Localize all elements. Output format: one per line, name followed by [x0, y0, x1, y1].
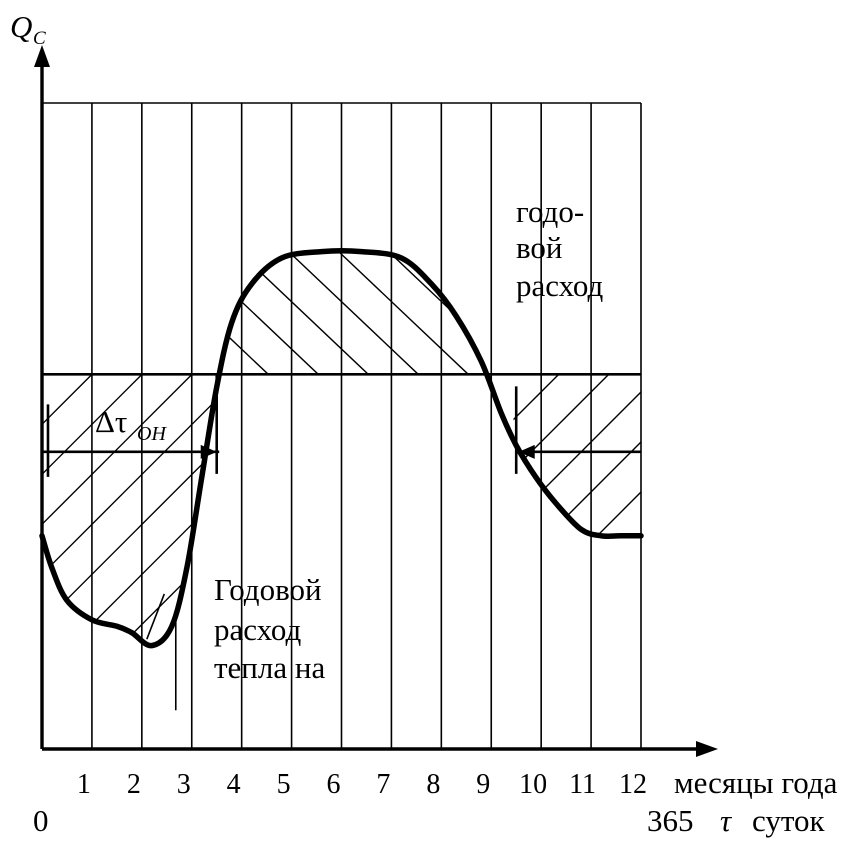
delta-tau-subscript: ОН	[137, 423, 167, 445]
month-grid	[91, 103, 642, 749]
month-tick-label-10: 10	[519, 769, 547, 800]
hatch-left-stroke	[42, 374, 219, 646]
x-axis-days-label: суток	[752, 803, 825, 838]
y-axis-label: Q	[10, 9, 32, 44]
hatch-middle-stroke	[0, 232, 68, 374]
hatched-areas	[0, 232, 860, 652]
hatch-middle-stroke	[317, 250, 469, 375]
hatch-right-stroke	[627, 374, 641, 537]
month-tick-label-2: 2	[127, 769, 141, 800]
hatch-left-stroke	[314, 374, 592, 652]
y-axis-label-subscript: C	[33, 28, 46, 49]
x-axis-months-label: месяцы года	[674, 765, 838, 800]
hatch-middle-stroke	[218, 250, 319, 375]
hatch-middle-stroke	[218, 250, 269, 375]
annotation-upper-line-3: расход	[516, 268, 604, 303]
delta-tau-label: Δτ	[95, 404, 127, 439]
y-axis-arrow	[34, 45, 50, 67]
level-lines	[42, 102, 641, 477]
month-tick-label-9: 9	[476, 769, 490, 800]
minimum-tick	[146, 593, 166, 640]
month-tick-label-7: 7	[376, 769, 390, 800]
hatch-left-stroke	[464, 374, 742, 652]
x-axis-arrow	[696, 741, 718, 757]
annotation-lower-line-2: расход	[214, 612, 302, 647]
load-curve-group	[39, 248, 644, 649]
month-tick-labels: 1 2 3 4 5 6 7 8 9 10 11 12	[77, 769, 647, 800]
hatch-middle-stroke	[0, 232, 118, 374]
hatch-left-stroke	[42, 374, 93, 646]
annotation-lower-line-3: тепла на	[214, 650, 325, 685]
axes	[34, 45, 718, 757]
hatch-left-stroke	[42, 374, 43, 646]
hatch-left-stroke	[113, 374, 219, 646]
hatch-right-stroke	[577, 374, 641, 537]
hatch-right-stroke	[527, 374, 641, 537]
month-tick-label-4: 4	[227, 769, 241, 800]
hatch-right-stroke	[678, 374, 859, 555]
month-tick-label-6: 6	[327, 769, 341, 800]
annotation-upper-line-1: годо-	[516, 194, 584, 229]
hatch-middle-stroke	[218, 250, 219, 375]
month-tick-label-1: 1	[77, 769, 91, 800]
hatch-right-stroke	[728, 374, 860, 555]
month-tick-label-12: 12	[619, 769, 647, 800]
annotation-upper-line-2: вой	[516, 230, 563, 265]
x-end-days-label: 365	[647, 803, 694, 838]
load-curve	[39, 248, 644, 649]
hatch-left-stroke	[163, 374, 219, 646]
hatch-right-stroke	[508, 374, 560, 537]
hatch-left-stroke	[414, 374, 692, 652]
month-tick-label-3: 3	[177, 769, 191, 800]
hatch-left-stroke	[42, 374, 193, 646]
arrow-right-segment	[518, 444, 535, 459]
hatch-right-stroke	[508, 374, 510, 537]
hatch-left-stroke	[42, 374, 219, 646]
month-tick-label-8: 8	[426, 769, 440, 800]
origin-label: 0	[33, 803, 49, 838]
hatch-left-stroke	[213, 374, 219, 646]
annotation-lower-line-1: Годовой	[214, 572, 322, 607]
month-tick-label-11: 11	[569, 769, 596, 800]
hatch-right-stroke	[508, 374, 641, 537]
hatch-left-stroke	[42, 374, 143, 646]
hatch-right	[508, 374, 860, 555]
month-tick-label-5: 5	[277, 769, 291, 800]
tau-symbol: τ	[720, 803, 733, 838]
hatch-right-stroke	[778, 374, 860, 555]
